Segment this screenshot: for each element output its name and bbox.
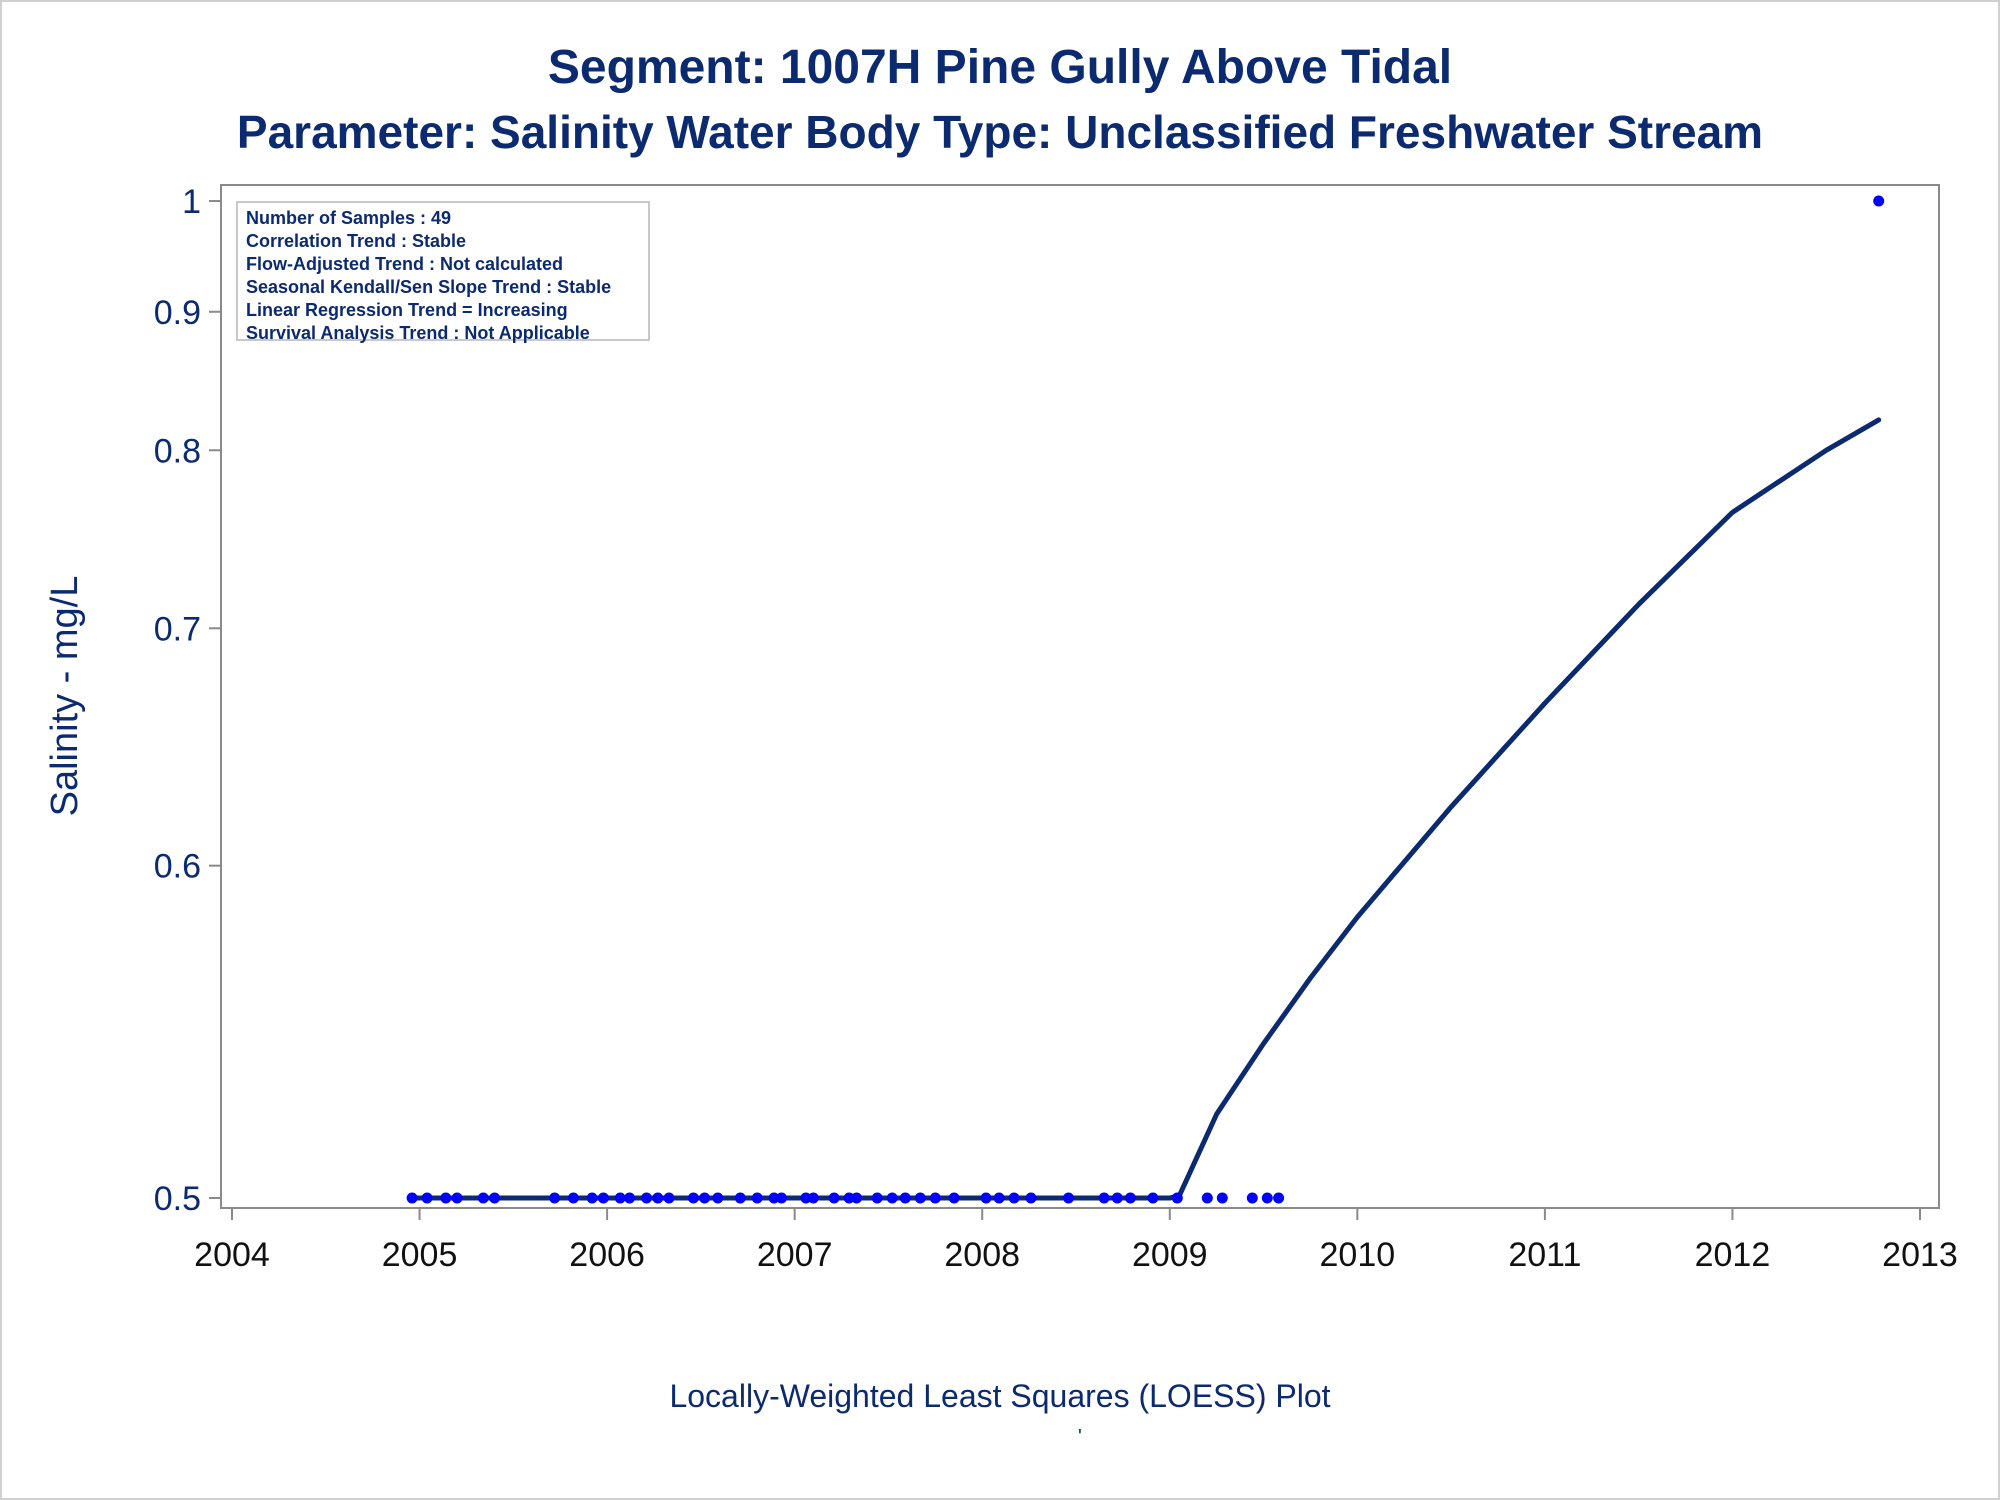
sample-point	[1008, 1192, 1020, 1204]
y-tick-label: 1	[182, 183, 201, 221]
y-tick-label: 0.5	[154, 1180, 201, 1218]
sample-point	[871, 1192, 883, 1204]
x-tick-label: 2013	[1882, 1236, 1958, 1274]
sample-point	[929, 1192, 941, 1204]
sample-point	[641, 1192, 652, 1204]
y-axis: 0.5 0.6 0.7 0.8 0.9 1	[154, 183, 221, 1218]
x-tick-label: 2006	[569, 1236, 645, 1274]
sample-point	[421, 1192, 433, 1204]
sample-point	[624, 1192, 636, 1204]
sample-point	[687, 1192, 699, 1204]
stats-line-correlation: Correlation Trend : Stable	[246, 231, 467, 251]
sample-point	[406, 1192, 418, 1204]
sample-point	[663, 1192, 675, 1204]
sample-point	[614, 1192, 626, 1204]
x-tick-label: 2004	[194, 1236, 270, 1274]
sample-point	[549, 1192, 561, 1204]
sample-point	[1246, 1192, 1258, 1204]
sample-point	[699, 1192, 711, 1204]
plot-area	[220, 184, 1940, 1209]
trend-stats-box: Number of Samples : 49 Correlation Trend…	[236, 201, 650, 343]
y-axis-label: Salinity - mg/L	[44, 576, 86, 817]
stats-line-survival: Survival Analysis Trend : Not Applicable	[246, 323, 590, 343]
sample-point	[851, 1192, 863, 1204]
sample-point	[776, 1192, 787, 1204]
y-tick-label: 0.6	[154, 848, 201, 886]
x-tick-label: 2010	[1320, 1236, 1396, 1274]
y-tick-label: 0.9	[154, 294, 201, 332]
sample-point	[828, 1192, 840, 1204]
stats-line-samples: Number of Samples : 49	[246, 208, 452, 228]
sample-point	[734, 1192, 746, 1204]
sample-point	[751, 1192, 763, 1204]
sample-point	[451, 1192, 463, 1204]
sample-point	[980, 1192, 992, 1204]
x-tick-label: 2008	[944, 1236, 1020, 1274]
sample-point	[477, 1192, 489, 1204]
loess-line	[409, 417, 1882, 1201]
x-tick-label: 2005	[382, 1236, 458, 1274]
loess-series	[409, 417, 1882, 1201]
sample-point	[1273, 1192, 1285, 1204]
sample-point	[652, 1192, 664, 1204]
sample-point	[567, 1192, 579, 1204]
sample-point	[914, 1192, 926, 1204]
footnote-mark: '	[1078, 1426, 1082, 1448]
sample-points	[406, 195, 1885, 1204]
sample-point	[440, 1192, 452, 1204]
x-tick-label: 2011	[1508, 1236, 1581, 1274]
sample-point	[712, 1192, 724, 1204]
sample-point	[1201, 1192, 1213, 1204]
x-axis: 2004 2005 2006 2007 2008 2009 2010 2011 2012 2013	[194, 1208, 1958, 1274]
sample-point	[1025, 1192, 1037, 1204]
x-tick-label: 2007	[757, 1236, 833, 1274]
x-tick-label: 2009	[1132, 1236, 1208, 1274]
sample-point	[489, 1192, 501, 1204]
chart-subtitle: Parameter: Salinity Water Body Type: Unc…	[236, 106, 1764, 158]
sample-point	[1261, 1192, 1273, 1204]
sample-point	[899, 1192, 911, 1204]
sample-point	[807, 1192, 819, 1204]
sample-point	[1111, 1192, 1123, 1204]
x-tick-label: 2012	[1695, 1236, 1771, 1274]
sample-point	[1171, 1192, 1183, 1204]
sample-point	[1216, 1192, 1228, 1204]
stats-line-flow-adjusted: Flow-Adjusted Trend : Not calculated	[246, 254, 564, 274]
sample-point	[1147, 1192, 1159, 1204]
stats-line-linear-regression: Linear Regression Trend = Increasing	[246, 300, 568, 320]
sample-point	[993, 1192, 1005, 1204]
sample-point	[1098, 1192, 1110, 1204]
sample-point	[1873, 195, 1885, 207]
sample-point	[1063, 1192, 1074, 1204]
y-tick-label: 0.7	[154, 610, 201, 648]
sample-point	[586, 1192, 598, 1204]
sample-point	[597, 1192, 609, 1204]
sample-point	[948, 1192, 960, 1204]
sample-point	[1124, 1192, 1136, 1204]
sample-point	[886, 1192, 898, 1204]
plot-footnote: Locally-Weighted Least Squares (LOESS) P…	[669, 1378, 1331, 1414]
stats-line-seasonal-kendall: Seasonal Kendall/Sen Slope Trend : Stabl…	[246, 277, 612, 297]
chart-title: Segment: 1007H Pine Gully Above Tidal	[547, 41, 1453, 94]
y-tick-label: 0.8	[154, 432, 201, 470]
